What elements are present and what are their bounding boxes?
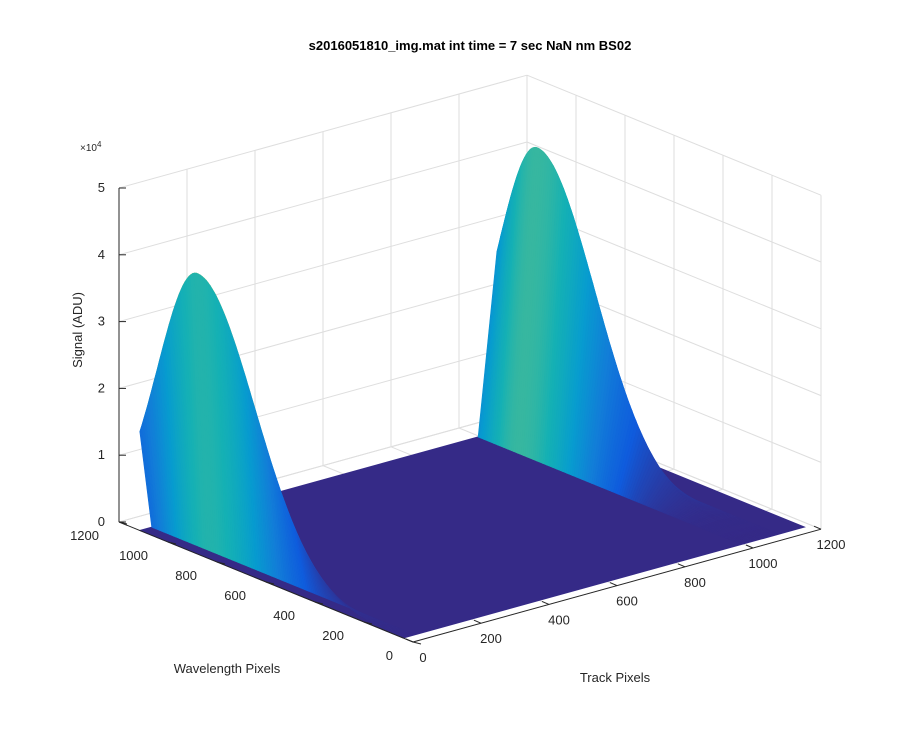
y-tick-label: 1000 <box>119 548 148 563</box>
chart-title: s2016051810_img.mat int time = 7 sec NaN… <box>309 38 632 53</box>
x-tick <box>677 563 686 568</box>
x-tick-label: 1200 <box>817 537 846 552</box>
y-tick <box>265 581 275 585</box>
z-tick-label: 0 <box>98 514 105 529</box>
z-tick-label: 4 <box>98 247 105 262</box>
y-tick-label: 800 <box>175 568 197 583</box>
grid-line <box>526 141 822 263</box>
x-tick <box>541 600 550 605</box>
y-tick-label: 400 <box>273 608 295 623</box>
labels: s2016051810_img.mat int time = 7 sec NaN… <box>70 38 651 685</box>
y-tick <box>363 621 373 625</box>
grid-line <box>118 141 528 256</box>
grid-line <box>118 74 528 189</box>
grid-line <box>526 74 822 196</box>
x-tick <box>813 525 822 530</box>
x-tick-label: 0 <box>419 650 426 665</box>
x-tick-label: 200 <box>480 631 502 646</box>
y-tick-label: 0 <box>386 648 393 663</box>
x-tick-label: 800 <box>684 575 706 590</box>
surface-ridge-right <box>756 532 780 540</box>
z-tick-label: 2 <box>98 380 105 395</box>
y-tick <box>216 561 226 565</box>
z-axis-label: Signal (ADU) <box>70 292 85 368</box>
z-tick-label: 3 <box>98 314 105 329</box>
z-tick-label: 1 <box>98 447 105 462</box>
x-tick <box>609 582 618 587</box>
x-tick-label: 400 <box>548 612 570 627</box>
surface <box>138 146 806 639</box>
z-exponent-label: ×104 <box>80 140 102 154</box>
y-tick <box>314 601 324 605</box>
x-tick <box>473 619 482 624</box>
y-tick-label: 600 <box>224 588 246 603</box>
y-tick-label: 200 <box>322 628 344 643</box>
z-tick-label: 5 <box>98 180 105 195</box>
y-axis-label: Wavelength Pixels <box>174 661 281 676</box>
x-tick-label: 600 <box>616 594 638 609</box>
x-tick <box>745 544 754 549</box>
y-tick <box>412 641 422 645</box>
axes: 0123450200400600800100012000200400600800… <box>70 180 845 665</box>
x-tick-label: 1000 <box>749 556 778 571</box>
x-axis-label: Track Pixels <box>580 670 651 685</box>
y-tick <box>167 541 177 545</box>
x-tick <box>405 638 414 643</box>
y-tick-label: 1200 <box>70 528 99 543</box>
y-tick <box>118 521 128 525</box>
